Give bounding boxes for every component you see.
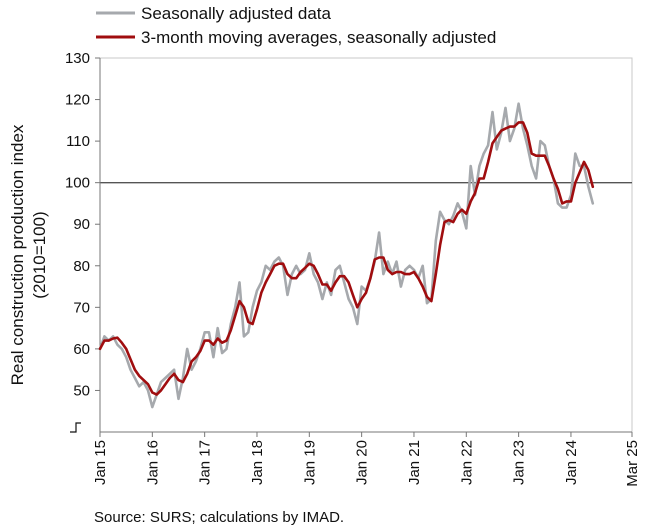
y-tick-label-70: 70 bbox=[73, 299, 90, 316]
x-tick-label-2022-01: Jan 22 bbox=[458, 440, 475, 485]
axis-break-mark bbox=[70, 422, 81, 433]
x-tick-label-2019-01: Jan 19 bbox=[301, 440, 318, 485]
y-tick-label-110: 110 bbox=[66, 133, 90, 150]
plot-area-border bbox=[99, 57, 633, 433]
series-line-seasonally-adjusted bbox=[98, 102, 595, 409]
y-tick-label-120: 120 bbox=[65, 92, 90, 109]
y-tick-label-100: 100 bbox=[65, 175, 90, 192]
legend: Seasonally adjusted data 3-month moving … bbox=[96, 4, 496, 47]
x-tick-label-2016-01: Jan 16 bbox=[144, 440, 161, 485]
y-axis-label-line1: Real construction production index bbox=[8, 124, 27, 385]
axes: 50 60 70 80 90 100 110 120 130 Jan 15 Jan 16 Jan 17… bbox=[65, 50, 641, 487]
x-tick-label-2017-01: Jan 17 bbox=[197, 440, 214, 485]
x-tick-label-2021-01: Jan 21 bbox=[406, 440, 423, 485]
series-group bbox=[98, 102, 595, 409]
y-tick-label-90: 90 bbox=[73, 216, 90, 233]
legend-label-seasonally-adjusted: Seasonally adjusted data bbox=[141, 4, 332, 23]
y-axis-label-line2: (2010=100) bbox=[30, 211, 49, 298]
y-tick-label-130: 130 bbox=[65, 50, 90, 67]
x-tick-label-2025-03: Mar 25 bbox=[624, 440, 641, 487]
x-tick-label-2020-01: Jan 20 bbox=[354, 440, 371, 485]
series-line-moving-average bbox=[98, 121, 595, 396]
y-tick-label-60: 60 bbox=[73, 341, 90, 358]
legend-label-moving-average: 3-month moving averages, seasonally adju… bbox=[141, 28, 496, 47]
y-tick-label-80: 80 bbox=[73, 258, 90, 275]
x-tick-label-2024-01: Jan 24 bbox=[563, 440, 580, 485]
x-tick-label-2018-01: Jan 18 bbox=[249, 440, 266, 485]
y-tick-label-50: 50 bbox=[73, 382, 90, 399]
x-tick-label-2015-01: Jan 15 bbox=[92, 440, 109, 485]
x-tick-label-2023-01: Jan 23 bbox=[511, 440, 528, 485]
source-note: Source: SURS; calculations by IMAD. bbox=[94, 509, 345, 526]
